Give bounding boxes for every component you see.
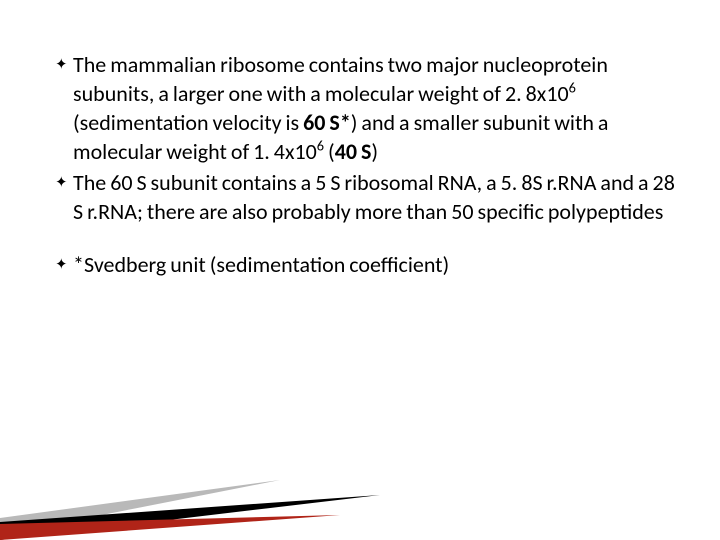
bullet-item: ✦*Svedberg unit (sedimentation coefficie… xyxy=(55,250,675,279)
bullet-marker: ✦ xyxy=(55,250,73,279)
bullet-item: ✦The 60 S subunit contains a 5 S ribosom… xyxy=(55,168,675,226)
bullet-marker: ✦ xyxy=(55,168,73,197)
decoration-grey xyxy=(0,480,280,535)
corner-decoration xyxy=(0,460,380,540)
bullet-text: The 60 S subunit contains a 5 S ribosoma… xyxy=(73,168,675,226)
bullet-marker: ✦ xyxy=(55,50,73,79)
decoration-red xyxy=(0,515,340,540)
slide-content: ✦The mammalian ribosome contains two maj… xyxy=(55,50,675,281)
decoration-black xyxy=(0,495,380,540)
bullet-text: *Svedberg unit (sedimentation coefficien… xyxy=(73,250,675,279)
bullet-text: The mammalian ribosome contains two majo… xyxy=(73,50,675,166)
bullet-item: ✦The mammalian ribosome contains two maj… xyxy=(55,50,675,166)
